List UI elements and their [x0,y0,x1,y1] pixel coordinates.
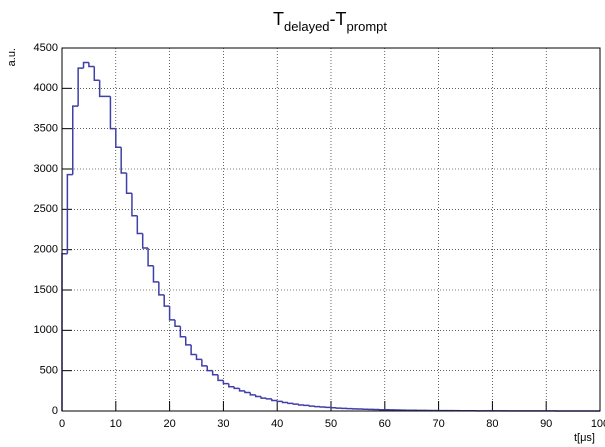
histogram-bin [281,401,288,404]
x-tick-label: 20 [163,418,175,430]
histogram-bin [93,66,100,82]
histogram-bin [190,344,197,356]
y-tick-label: 2500 [34,203,58,215]
histogram-bin [222,380,229,385]
chart-title: Tdelayed-Tprompt [273,9,387,34]
x-tick-label: 50 [325,418,337,430]
title-part: delayed [284,19,330,34]
y-axis-label: a.u. [6,48,18,66]
x-tick-label: 0 [59,418,65,430]
plot-frame [61,47,601,412]
x-tick-label: 80 [486,418,498,430]
histogram-bin [308,405,315,407]
histogram-bin [168,306,175,321]
histogram-bin [158,281,165,296]
histogram-bin [217,374,224,382]
histogram-bin [233,386,240,390]
histogram-bin [115,128,122,148]
histogram-bin [88,62,95,68]
title-part: prompt [347,19,388,34]
y-tick-label: 3000 [34,163,58,175]
x-tick-label: 60 [379,418,391,430]
histogram-bin [125,173,132,194]
x-tick-label: 30 [217,418,229,430]
x-tick-label: 70 [432,418,444,430]
y-tick-label: 1000 [34,324,58,336]
x-tick-label: 10 [110,418,122,430]
histogram-bin [211,370,219,376]
histogram-bin [77,67,84,107]
x-tick-label: 90 [540,418,552,430]
histogram-bin [98,80,106,98]
histogram-bin [174,319,181,328]
histogram-bin [131,193,138,217]
x-tick-label: 40 [271,418,283,430]
histogram-bin [276,400,283,403]
histogram-bin [287,402,294,405]
histogram-bin [136,215,143,235]
y-tick-label: 500 [40,365,58,377]
histogram-bin [66,173,73,254]
title-part: -T [330,9,347,29]
histogram-bin [206,365,213,372]
histogram-bin [61,252,68,411]
x-tick-label: 100 [591,418,605,430]
y-tick-label: 4000 [34,82,58,94]
y-tick-label: 0 [52,405,58,417]
histogram-bin [120,147,127,174]
histogram-bin [195,354,202,361]
histogram-bin [238,388,245,392]
y-tick-label: 2000 [34,244,58,256]
y-tick-label: 4500 [34,42,58,54]
histogram-bin [72,105,79,175]
histogram-bin [297,404,305,406]
histogram-bin [271,398,278,402]
histogram-bin [260,396,267,399]
histogram-bin [109,96,116,130]
histogram-bin [184,336,192,346]
histogram-bin [201,359,208,367]
histogram-bin [141,233,149,249]
histogram-bin [82,61,89,69]
y-tick-label: 1500 [34,284,58,296]
y-tick-label: 3500 [34,123,58,135]
histogram-bin [249,392,256,396]
histogram-bin [147,248,154,267]
histogram-bin [292,403,299,405]
x-axis-label: t[μs] [574,432,595,444]
title-part: T [273,9,284,29]
histogram-bin [179,326,186,338]
histogram-bin [254,394,262,398]
histogram-bin [152,265,159,283]
histogram-bin [163,294,170,307]
histogram-bin [265,398,272,400]
histogram-bin [228,383,235,388]
histogram-bin [244,390,251,394]
